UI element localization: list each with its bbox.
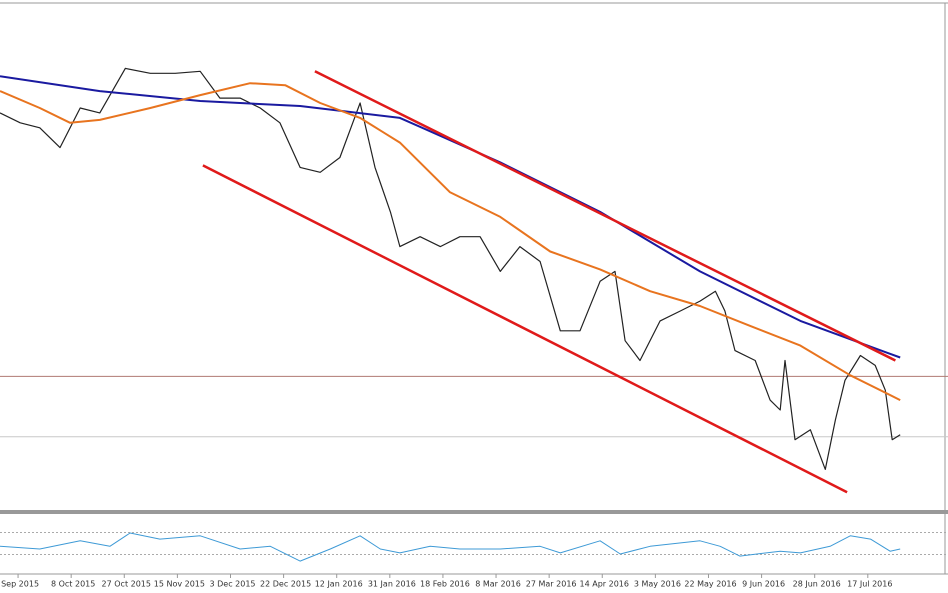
x-tick-label: 27 Mar 2016	[526, 580, 577, 589]
x-tick-label: 8 Mar 2016	[475, 580, 521, 589]
x-tick-label: 31 Jan 2016	[368, 580, 416, 589]
x-tick-label: 9 Jun 2016	[742, 580, 785, 589]
x-tick-label: 15 Nov 2015	[154, 580, 205, 589]
x-tick-label: 22 Dec 2015	[260, 580, 311, 589]
series-line	[0, 75, 901, 359]
x-tick-label: Sep 2015	[1, 580, 39, 589]
series-line	[0, 532, 901, 562]
x-tick-label: 3 Dec 2015	[209, 580, 255, 589]
x-tick-label: 22 May 2016	[684, 580, 736, 589]
x-tick-label: 18 Feb 2016	[420, 580, 470, 589]
series-line	[314, 70, 896, 362]
series-line	[0, 82, 901, 401]
x-tick-label: 28 Jun 2016	[793, 580, 841, 589]
x-tick-label: 17 Jul 2016	[847, 580, 892, 589]
x-tick-label: 3 May 2016	[634, 580, 681, 589]
x-tick-label: 27 Oct 2015	[102, 580, 151, 589]
x-tick-label: 8 Oct 2015	[51, 580, 95, 589]
series-line	[0, 67, 901, 470]
panel-separator	[0, 510, 948, 514]
series-line	[202, 164, 848, 494]
x-tick-label: 14 Apr 2016	[580, 580, 629, 589]
x-tick-label: 12 Jan 2016	[315, 580, 363, 589]
